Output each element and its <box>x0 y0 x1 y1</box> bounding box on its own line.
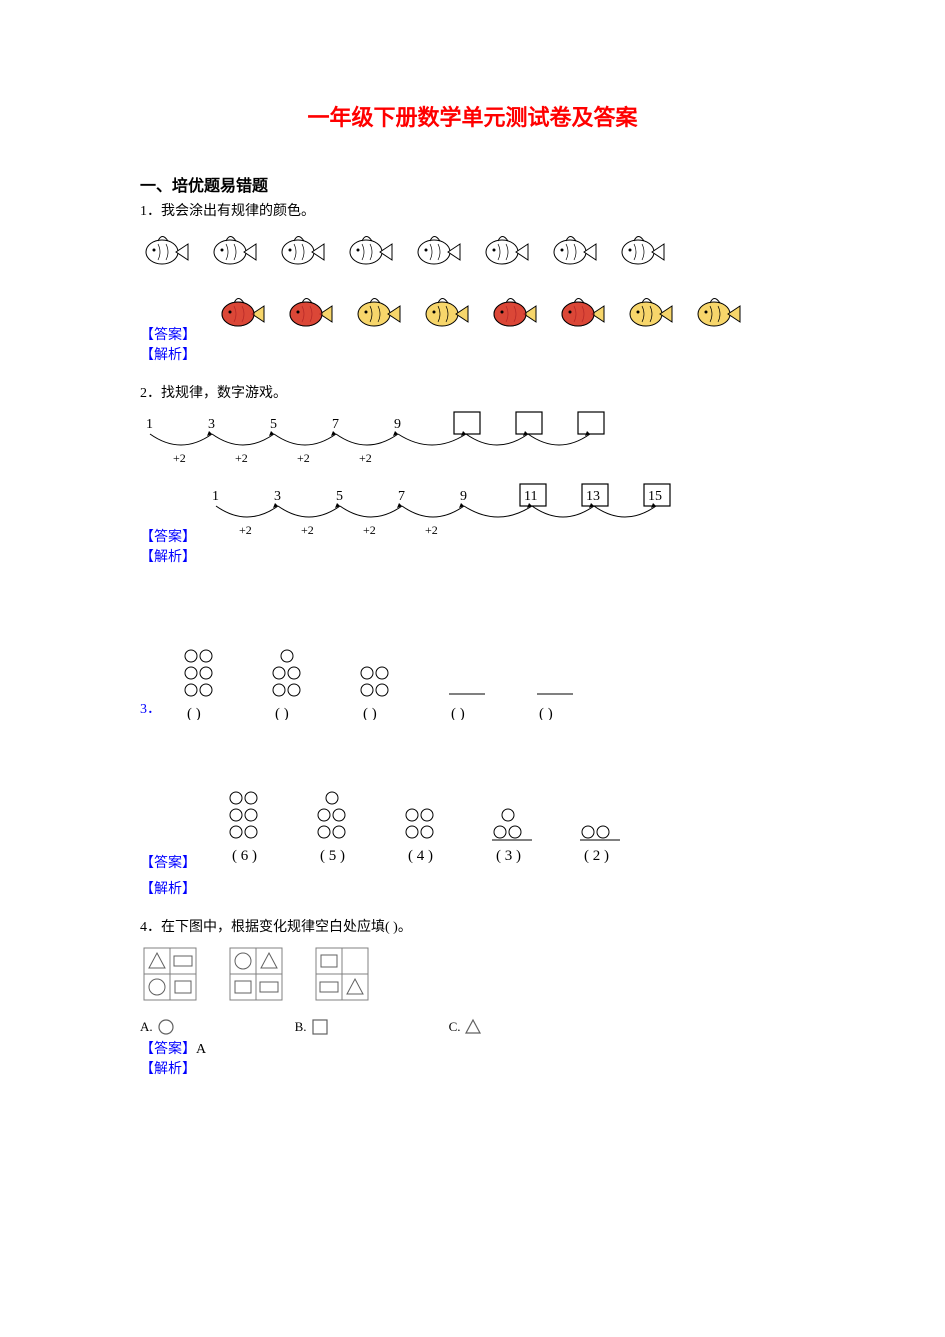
svg-text:( ): ( ) <box>451 706 465 720</box>
svg-text:7: 7 <box>332 417 339 432</box>
q3-analysis-label: 【解析】 <box>140 878 805 898</box>
q4-answer-label: 【答案】A <box>140 1038 805 1058</box>
q4-text: ．在下图中，根据变化规律空白处应填( )。 <box>147 920 412 935</box>
page-title: 一年级下册数学单元测试卷及答案 <box>140 100 805 132</box>
q4-figure <box>140 942 805 1012</box>
svg-text:5: 5 <box>336 489 343 504</box>
q4-analysis-label: 【解析】 <box>140 1058 805 1078</box>
q1-line: 1．我会涂出有规律的颜色。 <box>140 200 805 220</box>
q2-line: 2．找规律，数字游戏。 <box>140 382 805 402</box>
svg-text:9: 9 <box>460 489 467 504</box>
q3-figure-top: ( ) ( ) ( ) ( ) ( ) <box>171 600 641 720</box>
svg-text:+2: +2 <box>301 523 314 537</box>
svg-text:3: 3 <box>208 417 215 432</box>
svg-text:+2: +2 <box>363 523 376 537</box>
q2-analysis-label: 【解析】 <box>140 546 805 566</box>
svg-text:( ): ( ) <box>539 706 553 720</box>
q1-text: ．我会涂出有规律的颜色。 <box>147 204 315 219</box>
svg-text:+2: +2 <box>235 451 248 465</box>
triangle-icon <box>464 1018 482 1036</box>
svg-text:( 2 ): ( 2 ) <box>584 848 609 864</box>
svg-text:( 5 ): ( 5 ) <box>320 848 345 864</box>
q1-analysis-label: 【解析】 <box>140 344 805 364</box>
svg-text:3: 3 <box>274 489 281 504</box>
svg-text:( ): ( ) <box>363 706 377 720</box>
q1-figure-bottom <box>216 288 776 338</box>
svg-text:+2: +2 <box>425 523 438 537</box>
section-header: 一、培优题易错题 <box>140 172 805 196</box>
svg-text:15: 15 <box>648 489 662 504</box>
q4-line: 4．在下图中，根据变化规律空白处应填( )。 <box>140 916 805 936</box>
q3-figure-bottom: ( 6 ) ( 5 ) ( 4 ) ( 3 ) ( 2 ) <box>216 742 686 872</box>
q4-option-b-label: B. <box>295 1019 307 1035</box>
svg-text:11: 11 <box>524 489 537 504</box>
svg-text:1: 1 <box>212 489 219 504</box>
svg-text:1: 1 <box>146 417 153 432</box>
svg-text:( 4 ): ( 4 ) <box>408 848 433 864</box>
q4-option-b[interactable]: B. <box>295 1018 329 1036</box>
svg-text:( ): ( ) <box>275 706 289 720</box>
svg-text:+2: +2 <box>173 451 186 465</box>
svg-text:+2: +2 <box>239 523 252 537</box>
q1-answer-label: 【答案】 <box>140 324 196 344</box>
svg-text:( 6 ): ( 6 ) <box>232 848 257 864</box>
q4-number: 4 <box>140 920 147 935</box>
svg-text:+2: +2 <box>359 451 372 465</box>
q4-options: A. B. C. <box>140 1018 805 1036</box>
svg-text:5: 5 <box>270 417 277 432</box>
svg-text:13: 13 <box>586 489 600 504</box>
q2-text: ．找规律，数字游戏。 <box>147 386 287 401</box>
q4-option-c-label: C. <box>449 1019 461 1035</box>
q4-option-c[interactable]: C. <box>449 1018 483 1036</box>
svg-text:7: 7 <box>398 489 405 504</box>
q2-number: 2 <box>140 386 147 401</box>
q1-number: 1 <box>140 204 147 219</box>
q4-option-a[interactable]: A. <box>140 1018 175 1036</box>
q1-figure-top <box>140 226 805 276</box>
svg-text:+2: +2 <box>297 451 310 465</box>
q2-figure-bottom: 13579111315+2+2+2+2 <box>206 480 766 540</box>
svg-text:( 3 ): ( 3 ) <box>496 848 521 864</box>
svg-text:9: 9 <box>394 417 401 432</box>
q2-figure-top: 1 3 5 7 9 +2 +2 +2 +2 <box>140 408 805 468</box>
q2-answer-label: 【答案】 <box>140 526 196 546</box>
q3-answer-label: 【答案】 <box>140 852 196 872</box>
circle-icon <box>157 1018 175 1036</box>
q3-number: 3． <box>140 698 161 726</box>
square-icon <box>311 1018 329 1036</box>
q4-option-a-label: A. <box>140 1019 153 1035</box>
svg-text:( ): ( ) <box>187 706 201 720</box>
